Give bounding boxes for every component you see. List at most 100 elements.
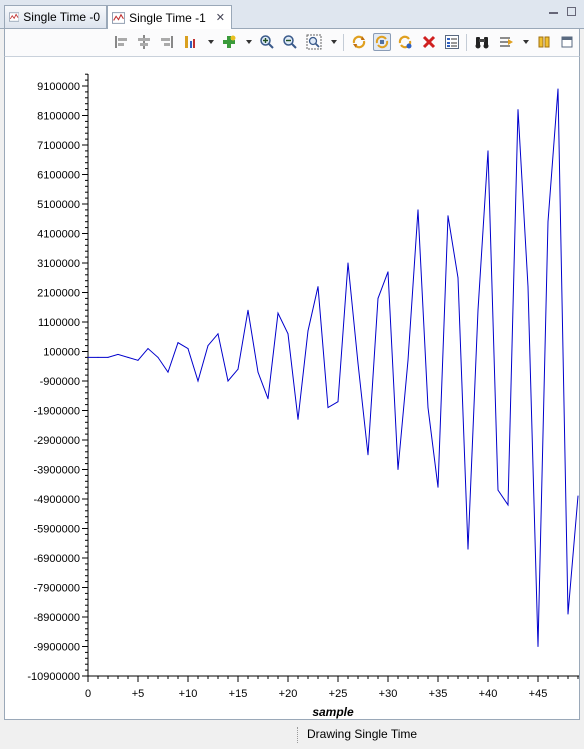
y-tick-label: 1100000 — [38, 317, 80, 329]
y-tick-label: 8100000 — [37, 111, 80, 123]
data-point — [537, 646, 539, 647]
delete-icon — [422, 35, 436, 49]
y-tick-label: 100000 — [43, 347, 80, 359]
add-icon — [223, 35, 236, 48]
data-point — [457, 277, 459, 279]
data-point — [337, 401, 339, 403]
chevron-down-icon[interactable] — [246, 40, 252, 44]
series-icon — [185, 36, 195, 48]
cursor-button[interactable] — [497, 33, 515, 51]
data-point — [307, 330, 309, 332]
x-tick-label: +20 — [279, 688, 298, 700]
properties-icon — [445, 35, 459, 49]
align-center-button[interactable] — [135, 33, 153, 51]
refresh-all-icon — [398, 35, 412, 49]
y-tick-label: 6100000 — [37, 170, 80, 182]
zoom-out-button[interactable] — [281, 33, 299, 51]
data-point — [207, 345, 209, 347]
series-button[interactable] — [182, 33, 200, 51]
chart-icon — [112, 11, 126, 24]
data-point — [187, 348, 189, 350]
x-axis-label: sample — [312, 705, 354, 719]
find-button[interactable] — [473, 33, 491, 51]
delete-button[interactable] — [420, 33, 438, 51]
pause-icon — [538, 36, 550, 48]
y-tick-label: -5900000 — [34, 524, 81, 536]
x-tick-label: +15 — [229, 688, 248, 700]
y-tick-label: 3100000 — [37, 258, 80, 270]
y-tick-label: -9900000 — [34, 642, 81, 654]
x-tick-label: 0 — [85, 688, 91, 700]
chevron-down-icon[interactable] — [523, 40, 529, 44]
align-right-button[interactable] — [158, 33, 176, 51]
x-tick-label: +30 — [379, 688, 398, 700]
view-window-controls — [549, 7, 576, 16]
add-button[interactable] — [220, 33, 238, 51]
pause-button[interactable] — [535, 33, 553, 51]
zoom-fit-button[interactable] — [305, 33, 323, 51]
tab-label: Single Time -1 — [129, 10, 206, 25]
y-tick-label: -6900000 — [34, 553, 81, 565]
y-tick-label: -3900000 — [34, 465, 81, 477]
data-point — [557, 88, 559, 90]
data-point — [287, 333, 289, 335]
zoom-in-button[interactable] — [258, 33, 276, 51]
data-point — [467, 548, 469, 550]
refresh-button[interactable] — [350, 33, 368, 51]
x-tick-label: +35 — [429, 688, 448, 700]
chevron-down-icon[interactable] — [208, 40, 214, 44]
chart-area[interactable]: 9100000 8100000 7100000 6100000 5100000 41000… — [4, 56, 580, 720]
data-point — [397, 469, 399, 470]
data-point — [447, 215, 449, 217]
tab-single-time-0[interactable]: Single Time -0 — [4, 5, 107, 28]
y-tick-label: -1900000 — [34, 406, 81, 418]
y-tick-label: -4900000 — [34, 494, 81, 506]
data-point — [297, 418, 299, 420]
data-point — [127, 356, 129, 358]
x-tick-label: +40 — [479, 688, 498, 700]
tab-label: Single Time -0 — [23, 10, 100, 24]
data-point — [507, 504, 509, 506]
data-point — [517, 109, 519, 111]
x-tick-label: +45 — [529, 688, 548, 700]
data-point — [367, 454, 369, 456]
auto-refresh-button[interactable] — [373, 33, 391, 51]
toolbar-separator — [466, 34, 467, 51]
chart-toolbar — [4, 29, 580, 56]
x-axis: 0 +5 +10 +15 +20 +25 +30 +35 +40 +45 — [85, 675, 579, 700]
align-left-icon — [115, 36, 127, 48]
data-point — [317, 286, 319, 288]
refresh-icon — [352, 35, 366, 49]
data-point — [197, 380, 199, 382]
minimize-icon — [561, 36, 573, 48]
tab-single-time-1[interactable]: Single Time -1 ✕ — [107, 5, 232, 29]
data-point — [157, 356, 159, 358]
data-point — [87, 356, 89, 358]
data-point — [547, 221, 549, 223]
properties-button[interactable] — [443, 33, 461, 51]
maximize-icon[interactable] — [567, 7, 576, 16]
y-tick-label: 7100000 — [37, 140, 80, 152]
toolbar-separator — [343, 34, 344, 51]
chart-icon — [9, 12, 20, 22]
close-icon[interactable]: ✕ — [215, 12, 225, 24]
y-tick-label: -2900000 — [34, 435, 81, 447]
align-left-button[interactable] — [112, 33, 130, 51]
data-point — [227, 380, 229, 382]
data-point — [107, 356, 109, 358]
y-tick-label: -8900000 — [34, 612, 81, 624]
editor-tab-bar: Single Time -0 Single Time -1 ✕ — [0, 0, 584, 29]
data-point — [327, 407, 329, 409]
chevron-down-icon[interactable] — [331, 40, 337, 44]
y-tick-label: 4100000 — [37, 229, 80, 241]
data-point — [387, 271, 389, 273]
minimize-chart-button[interactable] — [558, 33, 576, 51]
status-bar: Drawing Single Time — [0, 722, 584, 749]
plot-lines — [87, 88, 579, 647]
minimize-icon[interactable] — [549, 7, 558, 14]
data-point — [487, 150, 489, 152]
data-point — [267, 398, 269, 400]
refresh-all-button[interactable] — [396, 33, 414, 51]
y-tick-label: -900000 — [40, 376, 80, 388]
data-point — [377, 297, 379, 299]
